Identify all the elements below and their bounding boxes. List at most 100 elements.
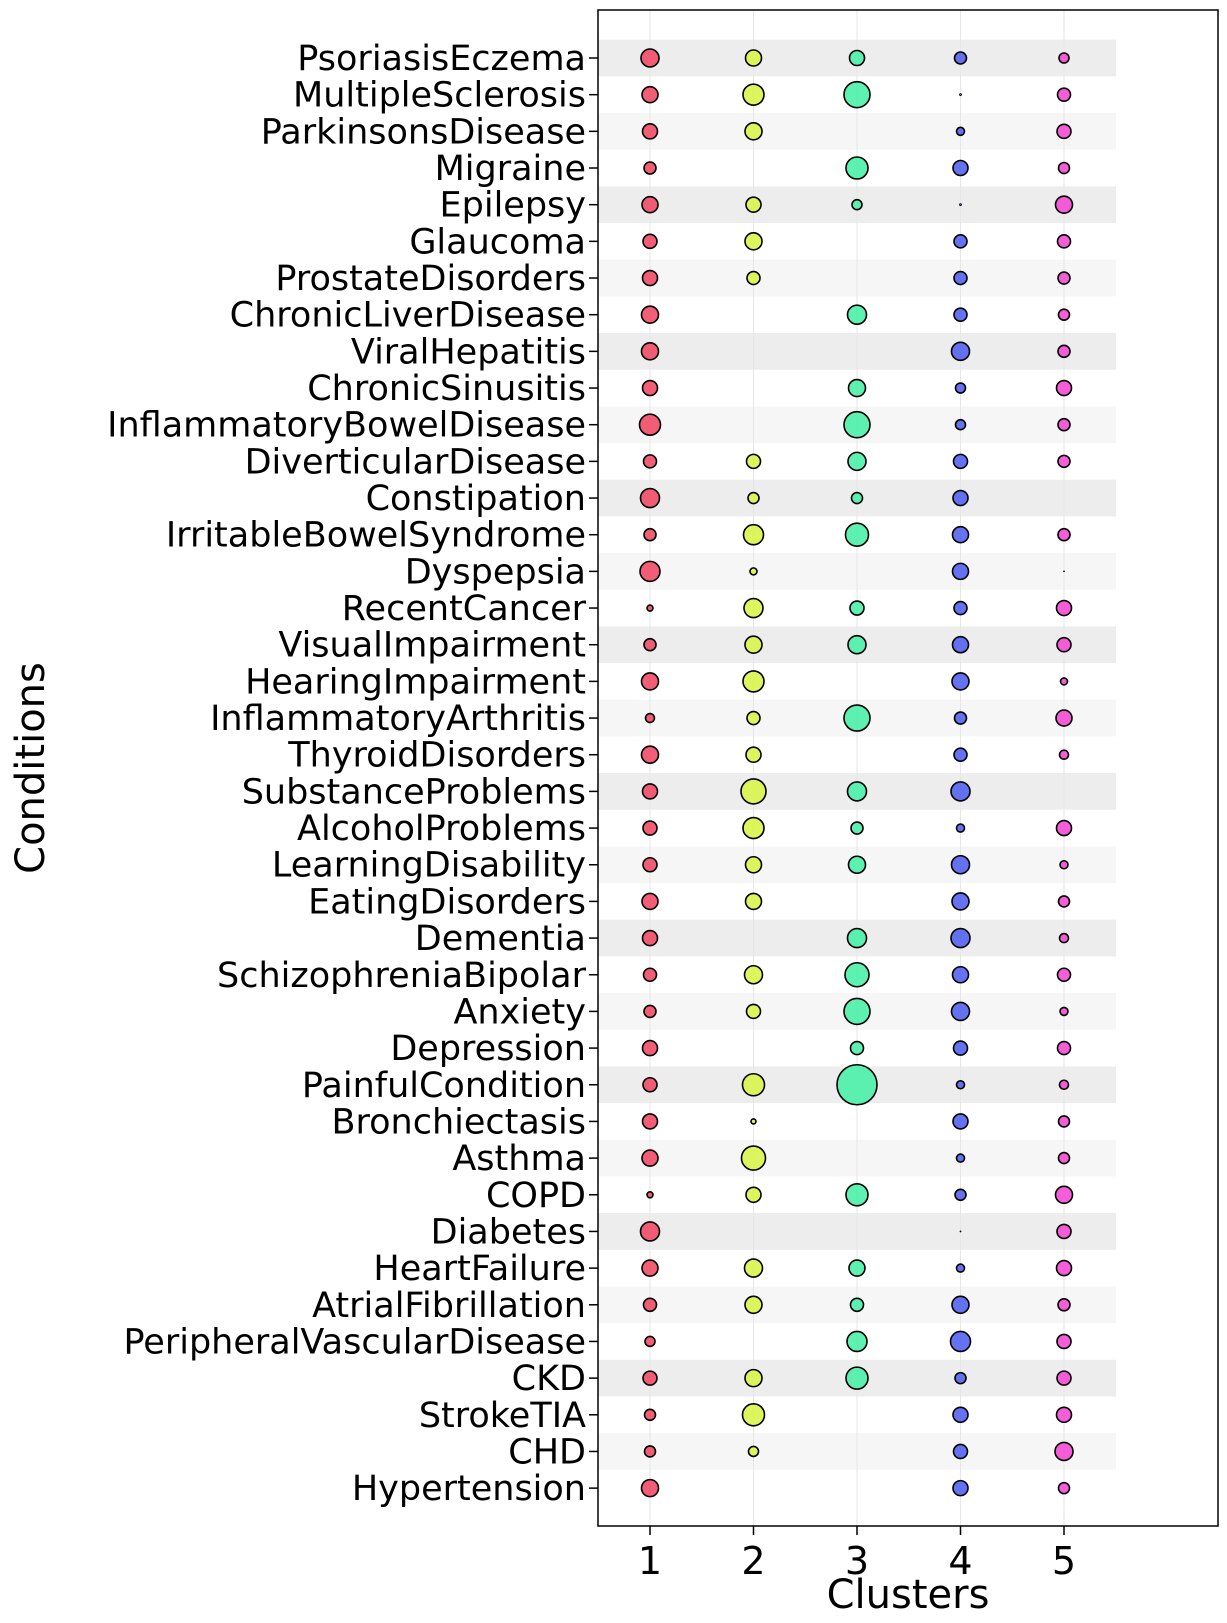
bubble [745,196,762,213]
bubble [1057,1151,1071,1165]
bubble [848,1259,866,1277]
bubble [744,122,763,141]
y-tick-label: ViralHepatitis [351,332,586,372]
y-tick-label: CKD [512,1359,586,1399]
bubble [641,1259,659,1277]
y-tick-label: RecentCancer [342,589,587,629]
y-tick-label: LearningDisability [272,846,586,886]
bubble [643,161,657,175]
bubble [847,634,867,655]
y-tick-label: Asthma [452,1139,586,1179]
bubble [952,1040,969,1056]
bubble [1059,859,1069,870]
bubble [641,1039,659,1057]
bubble [955,1263,966,1273]
bubble [1055,1259,1073,1277]
bubble [953,51,968,65]
bubble [643,637,657,652]
y-axis-label: Conditions [8,662,54,874]
bubble [1056,1223,1072,1240]
bubble [641,892,659,911]
y-tick-label: AtrialFibrillation [312,1286,586,1326]
bubble [836,1063,878,1106]
bubble [745,453,762,470]
bubble [843,704,871,732]
bubble [846,781,868,802]
bubble [955,823,966,833]
bubble [846,304,868,325]
bubble [952,1443,969,1460]
bubble [640,672,660,691]
bubble [745,746,762,764]
bubble [950,781,971,802]
bubble [950,854,971,875]
bubble [641,1113,659,1130]
bubble [1057,417,1071,432]
bubble [747,1445,760,1458]
bubble [952,1113,969,1130]
x-tick-label: 1 [638,1539,662,1583]
bubble [953,307,968,322]
bubble [642,1076,658,1093]
bubble [641,379,659,397]
y-tick-label: CHD [508,1432,586,1472]
bubble [744,855,763,874]
bubble [1055,819,1073,837]
bubble [848,49,866,67]
bubble [744,49,763,67]
bubble [746,270,761,286]
bubble [744,635,763,655]
bubble [641,123,659,140]
bubble [641,929,659,947]
bubble [953,270,968,286]
bubble [953,711,968,725]
bubble [846,927,868,949]
bubble [638,413,662,437]
y-tick-label: COPD [486,1176,586,1216]
bubble [955,1079,966,1090]
bubble [1056,1333,1072,1350]
bubble [1056,636,1072,653]
bubble [1055,379,1073,397]
bubble [640,342,660,361]
y-tick-label: ParkinsonsDisease [261,112,586,152]
bubble [847,378,867,398]
bubble [953,600,968,616]
bubble [954,418,967,431]
bubble [639,1221,661,1242]
bubble [949,1330,972,1353]
y-tick-label: HeartFailure [373,1249,586,1289]
bubble [951,672,970,691]
bubble [1054,1441,1074,1462]
bubble [746,710,761,726]
y-tick-label: SubstanceProblems [242,772,586,812]
bubble [642,820,658,836]
bubble [1057,1297,1071,1312]
bubble [741,1072,766,1097]
bubble [843,410,871,439]
plot-frame [597,9,1219,1527]
y-tick-label: Dementia [415,919,586,959]
bubble [1057,895,1071,908]
bubble [954,1188,967,1202]
bubble [641,85,659,104]
bubble [643,1445,657,1458]
bubble [1057,308,1071,321]
bubble [1057,1481,1071,1495]
y-tick-label: IrritableBowelSyndrome [166,516,586,556]
bubble [951,635,970,654]
y-tick-label: Bronchiectasis [331,1102,586,1142]
bubble [643,1408,657,1422]
bubble [749,567,758,576]
bubble [1057,271,1071,285]
bubble [1063,570,1065,573]
bubble [851,198,863,211]
bubble [639,560,661,583]
y-tick-label: StrokeTIA [419,1396,586,1436]
bubble [951,562,970,581]
bubble [1057,454,1071,469]
bubble [959,93,962,97]
bubble [950,1001,971,1022]
bubble [639,487,661,509]
